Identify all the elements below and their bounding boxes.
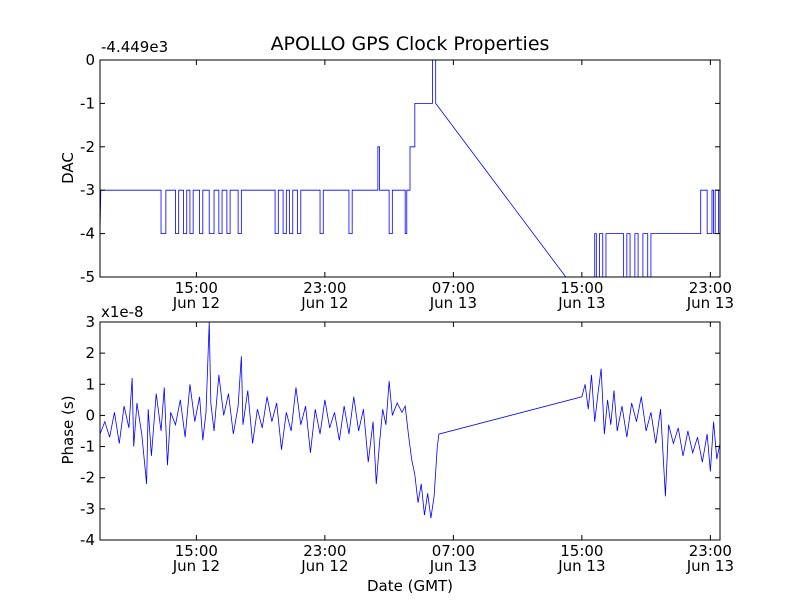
phase-x-tick-label-time: 23:00	[689, 542, 732, 560]
dac-x-tick-label-time: 23:00	[689, 279, 732, 297]
dac-axes-frame	[99, 59, 721, 278]
phase-y-tick-label: -2	[80, 469, 95, 487]
phase-y-tick-label: -4	[80, 531, 95, 549]
phase-x-tick-label-date: Jun 13	[686, 557, 734, 575]
dac-x-tick-label-date: Jun 13	[686, 294, 734, 312]
dac-y-tick-label: -2	[80, 138, 95, 156]
phase-y-tick-label: 1	[85, 375, 95, 393]
phase-offset-label: x1e-8	[101, 303, 144, 321]
chart-title: APOLLO GPS Clock Properties	[271, 33, 550, 55]
phase-y-tick-label: 2	[85, 344, 95, 362]
dac-x-tick-label-time: 23:00	[303, 279, 346, 297]
phase-x-tick-label-time: 15:00	[560, 542, 603, 560]
phase-y-tick-label: -1	[80, 438, 95, 456]
phase-x-tick-label-date: Jun 12	[300, 557, 348, 575]
phase-y-axis-label: Phase (s)	[59, 395, 77, 464]
dac-x-tick-label-time: 07:00	[432, 279, 475, 297]
phase-x-tick-label-date: Jun 12	[172, 557, 220, 575]
phase-x-tick-label-time: 07:00	[432, 542, 475, 560]
phase-y-tick-label: 0	[85, 406, 95, 424]
phase-series-line	[99, 321, 721, 519]
dac-x-tick-label-time: 15:00	[175, 279, 218, 297]
dac-series-line	[99, 59, 720, 278]
dac-y-tick-label: -5	[80, 268, 95, 286]
dac-y-tick-label: 0	[85, 51, 95, 69]
phase-x-tick-label-date: Jun 13	[429, 557, 477, 575]
dac-y-tick-label: -1	[80, 94, 95, 112]
phase-y-tick-label: 3	[85, 313, 95, 331]
phase-x-tick-label-date: Jun 13	[557, 557, 605, 575]
dac-y-tick-label: -3	[80, 181, 95, 199]
dac-x-tick-label-date: Jun 13	[429, 294, 477, 312]
dac-x-tick-label-date: Jun 12	[172, 294, 220, 312]
dac-x-tick-label-time: 15:00	[560, 279, 603, 297]
phase-x-tick-label-time: 23:00	[303, 542, 346, 560]
phase-y-tick-label: -3	[80, 500, 95, 518]
phase-axes-frame	[99, 321, 721, 541]
dac-y-axis-label: DAC	[59, 152, 77, 184]
dac-y-tick-label: -4	[80, 225, 95, 243]
dac-offset-label: -4.449e3	[101, 38, 168, 56]
dac-x-tick-label-date: Jun 12	[300, 294, 348, 312]
x-axis-label: Date (GMT)	[367, 577, 453, 595]
phase-x-tick-label-time: 15:00	[175, 542, 218, 560]
dac-x-tick-label-date: Jun 13	[557, 294, 605, 312]
